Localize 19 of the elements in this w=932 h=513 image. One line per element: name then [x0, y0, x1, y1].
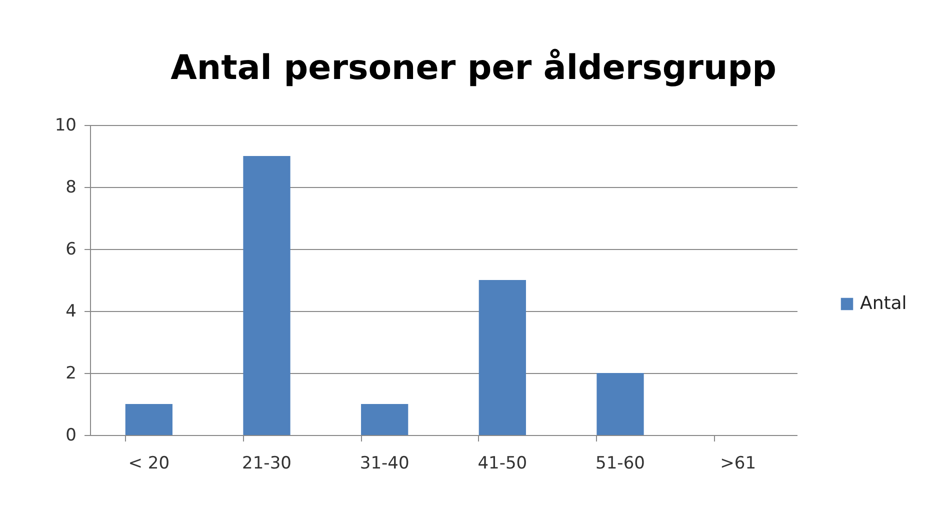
bar: [125, 404, 172, 435]
bar: [243, 156, 290, 435]
x-tick-label: >61: [720, 454, 756, 474]
y-tick-label: 0: [66, 426, 76, 446]
chart-title: Antal personer per åldersgrupp: [170, 48, 776, 88]
x-tick-label: 21-30: [242, 454, 292, 474]
legend-label: Antal: [860, 293, 907, 314]
x-tick-label: 31-40: [360, 454, 410, 474]
x-tick-label: 41-50: [478, 454, 528, 474]
y-tick-label: 6: [66, 240, 76, 260]
y-tick-label: 2: [66, 364, 76, 384]
y-tick-label: 8: [66, 178, 76, 198]
x-tick-label: < 20: [128, 454, 170, 474]
bar: [361, 404, 408, 435]
bar: [478, 280, 526, 435]
y-tick-label: 4: [66, 302, 76, 322]
y-tick-label: 10: [54, 116, 76, 136]
bar: [596, 373, 644, 435]
x-tick-label: 51-60: [596, 454, 645, 474]
